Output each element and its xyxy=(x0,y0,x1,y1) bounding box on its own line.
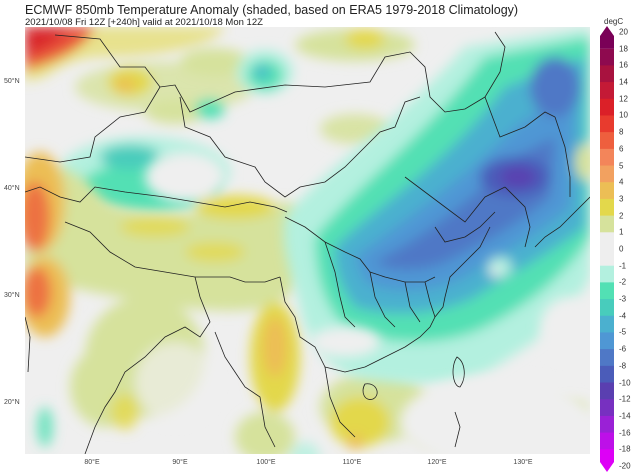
colorbar-segment xyxy=(600,365,614,384)
colorbar-tick-label: 20 xyxy=(619,27,628,37)
colorbar-tick-label: 16 xyxy=(619,60,628,70)
colorbar-segment xyxy=(600,415,614,434)
chart-subtitle: 2021/10/08 Fri 12Z [+240h] valid at 2021… xyxy=(25,17,263,28)
colorbar-segment xyxy=(600,165,614,183)
lon-label-100e: 100°E xyxy=(256,459,276,466)
colorbar-segment xyxy=(600,98,614,116)
colorbar-segment xyxy=(600,299,614,317)
colorbar-tick-label: 3 xyxy=(619,194,624,204)
colorbar-segment xyxy=(600,148,614,167)
colorbar-tick-label: -1 xyxy=(619,261,627,271)
colorbar-segment xyxy=(600,26,614,49)
colorbar-tick-label: 2 xyxy=(619,211,624,221)
colorbar-segment xyxy=(600,449,614,472)
colorbar-segment xyxy=(600,349,614,367)
lat-label-30n: 30°N xyxy=(4,292,20,299)
colorbar-segment xyxy=(600,332,614,350)
lat-label-50n: 50°N xyxy=(4,78,20,85)
colorbar-tick-label: -6 xyxy=(619,344,627,354)
colorbar-tick-label: -18 xyxy=(619,444,631,454)
colorbar-segment xyxy=(600,315,614,333)
colorbar-segment xyxy=(600,198,614,217)
anomaly-map xyxy=(25,27,590,454)
colorbar-tick-label: -3 xyxy=(619,294,627,304)
map-shading xyxy=(25,27,590,454)
colorbar-segment xyxy=(600,249,614,267)
colorbar-tick-label: -12 xyxy=(619,394,631,404)
colorbar-tick-label: 4 xyxy=(619,177,624,187)
lon-label-120e: 120°E xyxy=(427,459,447,466)
lat-label-40n: 40°N xyxy=(4,185,20,192)
colorbar-segment xyxy=(600,115,614,133)
colorbar-segment xyxy=(600,232,614,250)
colorbar-segment xyxy=(600,132,614,150)
country-borders xyxy=(25,31,590,454)
colorbar xyxy=(600,26,614,472)
lon-label-90e: 90°E xyxy=(172,459,188,466)
colorbar-tick-label: 18 xyxy=(619,44,628,54)
colorbar-tick-label: -8 xyxy=(619,361,627,371)
colorbar-tick-label: 5 xyxy=(619,161,624,171)
colorbar-tick-label: 6 xyxy=(619,144,624,154)
lon-label-130e: 130°E xyxy=(513,459,533,466)
colorbar-tick-label: 14 xyxy=(619,77,628,87)
lon-label-80e: 80°E xyxy=(84,459,100,466)
colorbar-tick-label: -4 xyxy=(619,311,627,321)
colorbar-segment xyxy=(600,265,614,283)
colorbar-segment xyxy=(600,215,614,233)
chart-title: ECMWF 850mb Temperature Anomaly (shaded,… xyxy=(25,3,519,17)
colorbar-tick-label: -20 xyxy=(619,461,631,471)
colorbar-segment xyxy=(600,82,614,100)
colorbar-tick-label: 8 xyxy=(619,127,624,137)
colorbar-unit: degC xyxy=(604,17,624,26)
colorbar-tick-label: 1 xyxy=(619,227,624,237)
colorbar-tick-label: -5 xyxy=(619,327,627,337)
colorbar-tick-label: -2 xyxy=(619,277,627,287)
colorbar-segment xyxy=(600,182,614,200)
colorbar-tick-label: -14 xyxy=(619,411,631,421)
colorbar-tick-label: -10 xyxy=(619,378,631,388)
colorbar-segment xyxy=(600,399,614,417)
lon-label-110e: 110°E xyxy=(342,459,362,466)
lat-label-20n: 20°N xyxy=(4,399,20,406)
colorbar-tick-label: 0 xyxy=(619,244,624,254)
colorbar-tick-label: 12 xyxy=(619,94,628,104)
colorbar-tick-label: -16 xyxy=(619,428,631,438)
colorbar-segment xyxy=(600,48,614,66)
colorbar-segment xyxy=(600,282,614,300)
colorbar-tick-label: 10 xyxy=(619,110,628,120)
colorbar-segment xyxy=(600,382,614,400)
colorbar-segment xyxy=(600,65,614,83)
colorbar-segment xyxy=(600,432,614,450)
